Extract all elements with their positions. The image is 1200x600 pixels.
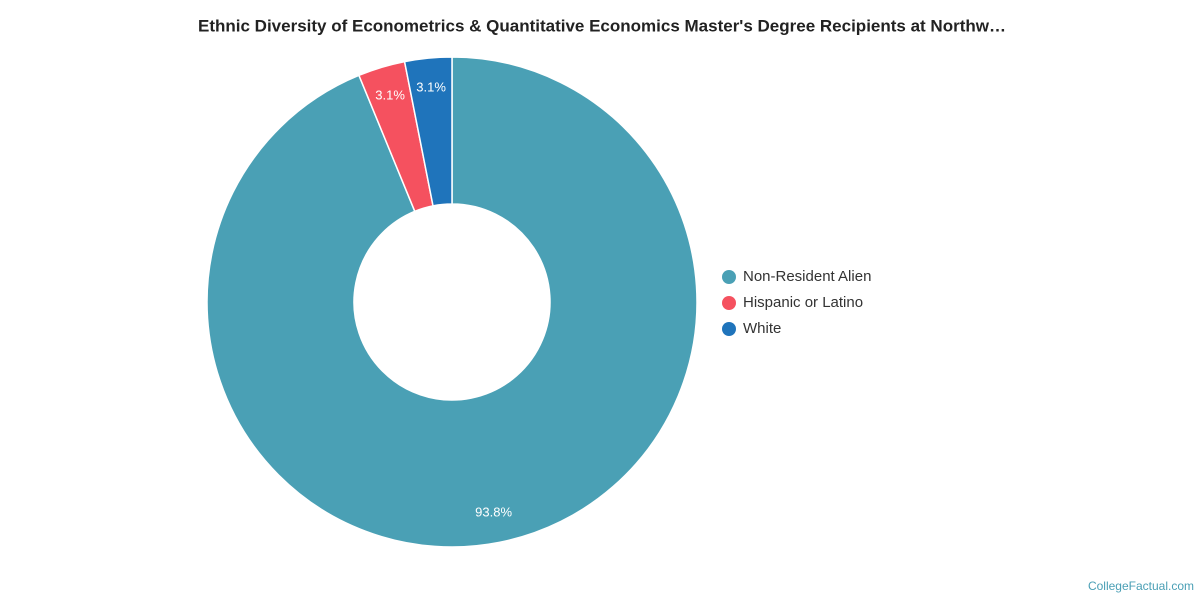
data-label: 93.8% [475, 504, 512, 519]
legend-label: White [743, 320, 781, 337]
donut-slice [206, 56, 698, 548]
donut-slice [403, 56, 453, 207]
chart-title: Ethnic Diversity of Econometrics & Quant… [198, 16, 1006, 35]
legend-marker [722, 296, 736, 310]
data-label: 3.1% [375, 88, 405, 103]
legend-label: Non-Resident Alien [743, 268, 871, 285]
legend-marker [722, 270, 736, 284]
data-label: 3.1% [416, 79, 446, 94]
legend-label: Hispanic or Latino [743, 294, 863, 311]
credit[interactable]: CollegeFactual.com [1088, 579, 1194, 593]
legend-marker [722, 322, 736, 336]
